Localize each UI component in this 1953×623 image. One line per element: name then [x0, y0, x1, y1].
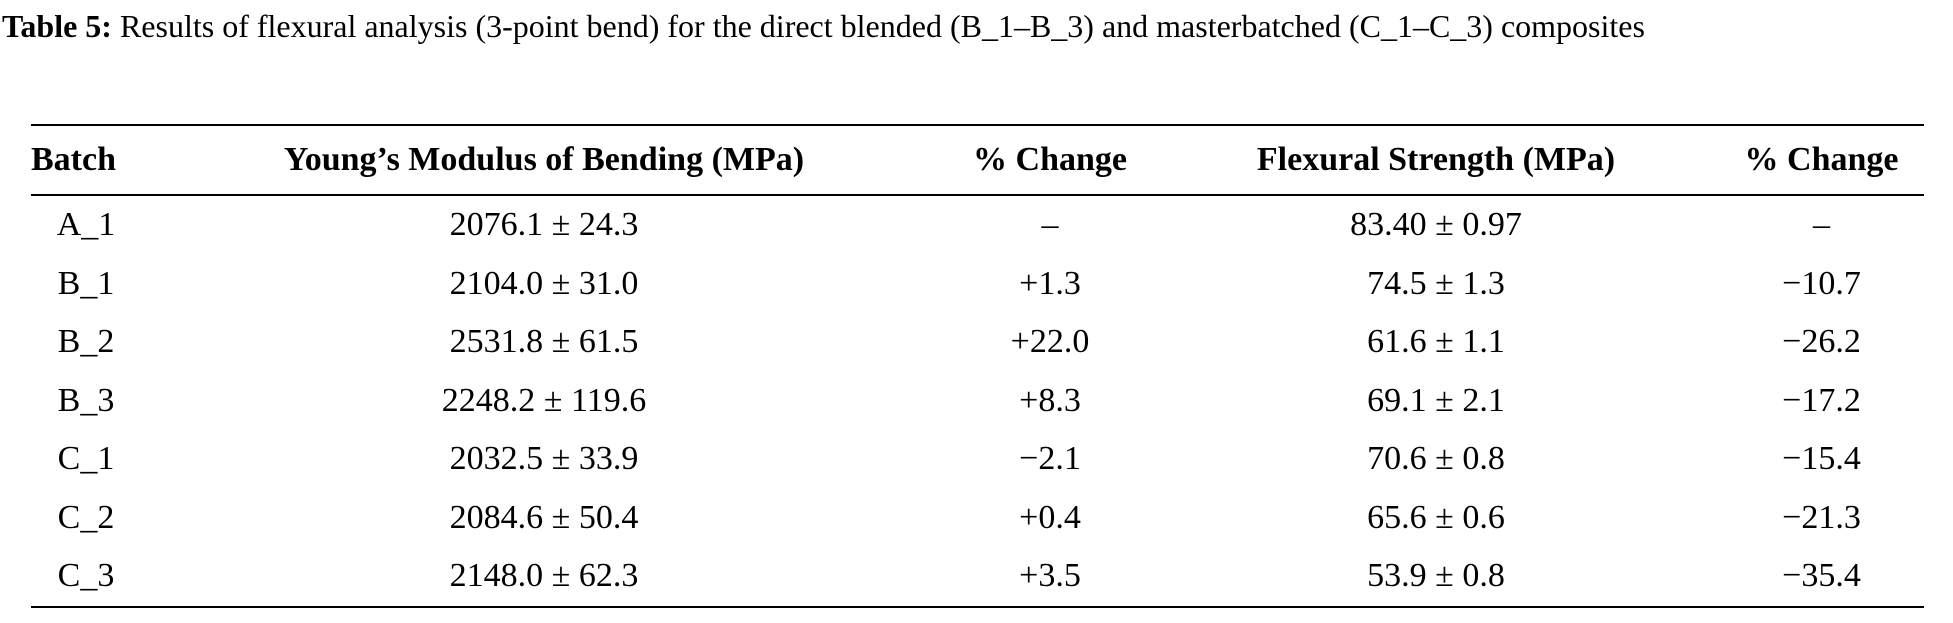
table-caption: Table 5: Results of flexural analysis (3…	[2, 2, 1951, 51]
table-cell: −26.2	[1782, 323, 1861, 361]
table-cell: +8.3	[1019, 381, 1081, 419]
table-cell: −10.7	[1782, 264, 1861, 302]
table-cell: C_3	[57, 557, 115, 595]
table-cell: −2.1	[1019, 440, 1081, 478]
table-cell: B_3	[57, 381, 115, 419]
table-cell: 2248.2 ± 119.6	[441, 381, 647, 419]
table-cell: C_2	[57, 498, 115, 536]
table-cell: 2148.0 ± 62.3	[449, 557, 639, 595]
table-cell: 2076.1 ± 24.3	[449, 206, 639, 244]
column-header: % Change	[1744, 141, 1899, 178]
column-header: Batch	[31, 141, 116, 178]
table-cell: –	[1041, 206, 1059, 244]
column-header: Flexural Strength (MPa)	[1256, 141, 1616, 178]
table-row: C_3 2148.0 ± 62.3 +3.5 53.9 ± 0.8 −35.4	[31, 547, 1924, 607]
table-cell: 53.9 ± 0.8	[1367, 557, 1505, 595]
table-cell: 2084.6 ± 50.4	[449, 498, 639, 536]
table-cell: +3.5	[1019, 557, 1081, 595]
table-cell: −17.2	[1782, 381, 1861, 419]
table-header: Batch Young’s Modulus of Bending (MPa) % C…	[31, 125, 1924, 195]
table-cell: 2104.0 ± 31.0	[449, 264, 639, 302]
table-row: C_1 2032.5 ± 33.9 −2.1 70.6 ± 0.8 −15.4	[31, 430, 1924, 489]
table-cell: 2032.5 ± 33.9	[449, 440, 639, 478]
table-cell: 83.40 ± 0.97	[1350, 206, 1522, 244]
table-cell: 65.6 ± 0.6	[1367, 498, 1505, 536]
table-cell: A_1	[56, 206, 116, 244]
table-cell: 69.1 ± 2.1	[1367, 381, 1505, 419]
table-cell: +1.3	[1019, 264, 1081, 302]
table-cell: –	[1813, 206, 1830, 244]
table-cell: C_1	[57, 440, 115, 478]
table-cell: 70.6 ± 0.8	[1367, 440, 1505, 478]
table-cell: +22.0	[1010, 323, 1090, 361]
table-cell: −21.3	[1782, 498, 1861, 536]
header-row: Batch Young’s Modulus of Bending (MPa) % C…	[31, 125, 1924, 195]
table-row: A_1 2076.1 ± 24.3 – 83.40 ± 0.97 –	[31, 195, 1924, 255]
table-cell: B_2	[57, 323, 115, 361]
column-header: % Change	[973, 141, 1127, 178]
table-cell: 2531.8 ± 61.5	[449, 323, 639, 361]
table-cell: −35.4	[1782, 557, 1861, 595]
table-row: C_2 2084.6 ± 50.4 +0.4 65.6 ± 0.6 −21.3	[31, 489, 1924, 548]
table-cell: B_1	[57, 264, 115, 302]
caption-label: Table 5:	[2, 8, 112, 44]
table-row: B_3 2248.2 ± 119.6 +8.3 69.1 ± 2.1 −17.2	[31, 372, 1924, 431]
results-table: Batch Young’s Modulus of Bending (MPa) % C…	[31, 124, 1924, 608]
table-row: B_2 2531.8 ± 61.5 +22.0 61.6 ± 1.1 −26.2	[31, 313, 1924, 372]
caption-text: Results of flexural analysis (3-point be…	[119, 8, 1645, 44]
table-cell: −15.4	[1782, 440, 1861, 478]
table-cell: 61.6 ± 1.1	[1367, 323, 1505, 361]
table-cell: +0.4	[1019, 498, 1081, 536]
column-header: Young’s Modulus of Bending (MPa)	[283, 141, 805, 178]
table-body: A_1 2076.1 ± 24.3 – 83.40 ± 0.97 – B_1 2104.0 …	[31, 195, 1924, 607]
table-cell: 74.5 ± 1.3	[1367, 264, 1505, 302]
table-row: B_1 2104.0 ± 31.0 +1.3 74.5 ± 1.3 −10.7	[31, 255, 1924, 314]
